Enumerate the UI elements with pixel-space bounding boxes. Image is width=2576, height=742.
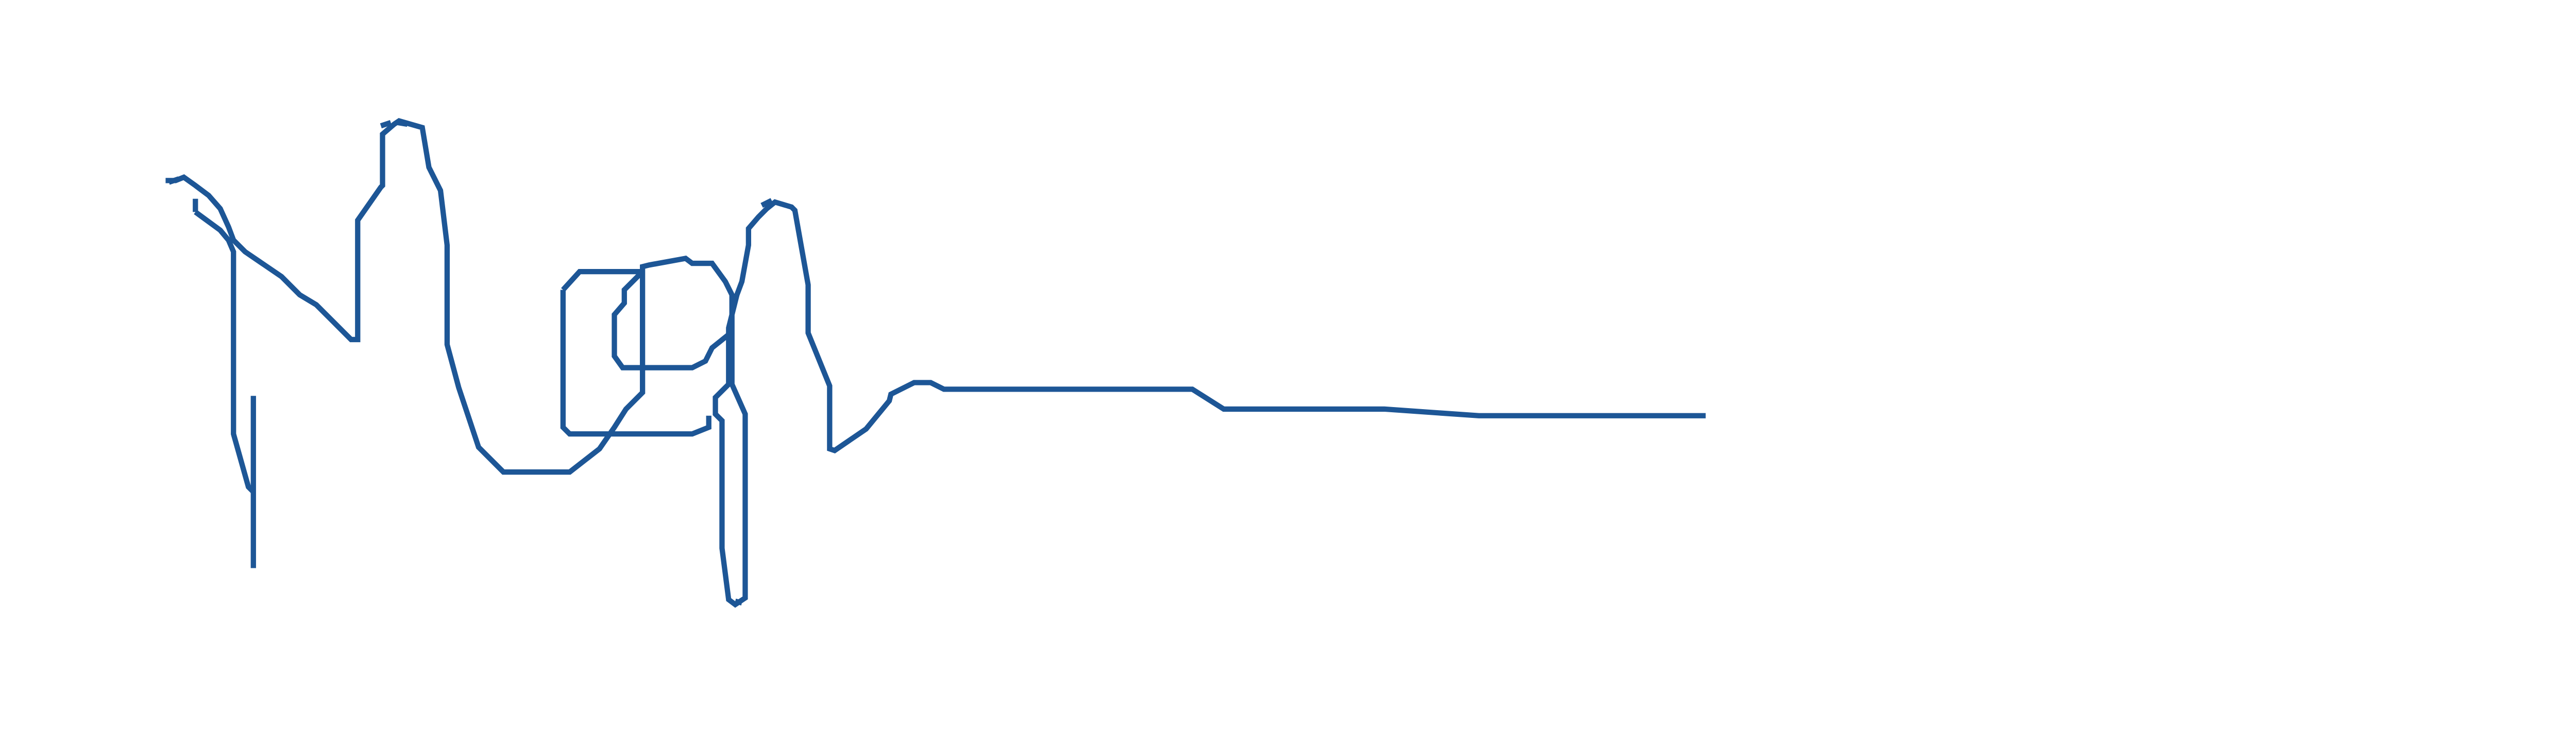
- sketch-stroke-3: [560, 269, 731, 437]
- sketch-stroke-1: [165, 118, 1706, 608]
- sketch-stroke-4: [168, 120, 773, 605]
- sketch-strokes: [165, 118, 1706, 608]
- sketch-stroke-2: [193, 198, 256, 568]
